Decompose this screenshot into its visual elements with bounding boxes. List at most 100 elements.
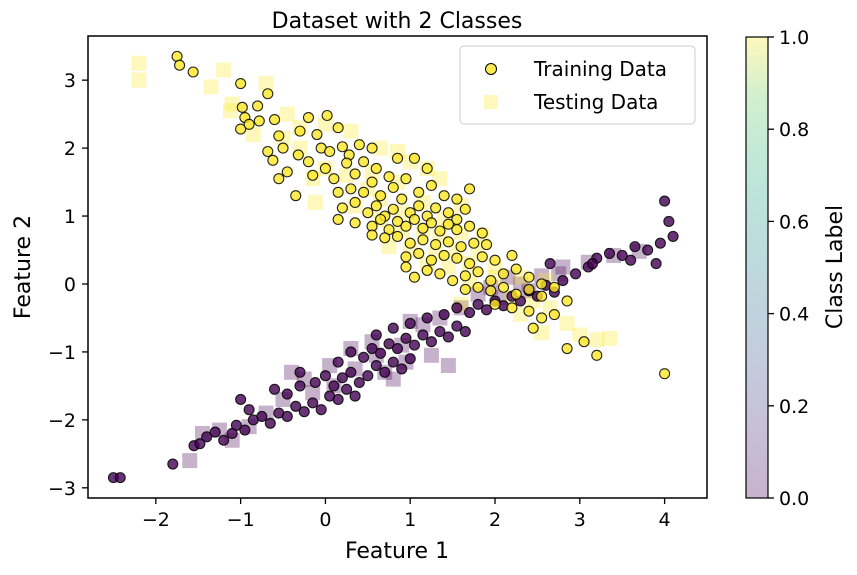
training-point [557,275,569,287]
training-point [391,152,404,164]
training-point [391,230,404,242]
training-point [387,356,399,368]
training-point [434,325,446,338]
training-point [544,258,556,270]
training-point [281,388,293,400]
training-point [523,283,535,295]
testing-point [216,62,232,78]
testing-point [440,259,456,275]
training-point [379,366,391,378]
training-point [341,383,353,395]
testing-point [258,76,274,92]
training-point [476,227,488,239]
training-point [455,241,467,253]
training-point [281,410,293,423]
x-tick-label: −2 [142,509,170,531]
training-point [370,359,382,372]
training-point [497,281,510,293]
x-tick-label: −1 [227,509,255,531]
colorbar-tick-label: 0.2 [779,396,809,418]
colorbar-tick-label: 0.8 [779,119,809,141]
training-point [366,176,378,188]
training-point [485,275,497,287]
training-point [510,263,522,275]
training-point [370,162,382,175]
training-point [349,217,361,229]
training-point [294,380,306,392]
series-training-data-2 [107,195,679,484]
training-point [506,302,518,314]
training-point [256,410,268,423]
training-point [349,390,361,402]
training-point [174,59,186,71]
training-point [506,249,518,261]
training-point [336,372,348,384]
training-point [353,139,365,151]
training-point [438,249,450,261]
training-point [459,283,471,295]
training-point [345,346,357,358]
colorbar-tick-label: 0.6 [779,211,809,233]
training-point [561,295,573,307]
training-point [659,195,671,207]
training-point [336,202,348,214]
training-point [374,347,387,359]
training-point [235,78,247,90]
training-point [267,154,279,166]
training-point [243,118,255,130]
training-point [201,431,213,443]
training-point [451,193,463,205]
colorbar-tick-label: 0.4 [779,304,809,326]
training-point [298,406,310,418]
testing-point [224,96,240,112]
training-point [451,302,463,314]
training-point [262,88,274,100]
training-point [447,275,459,287]
x-axis-ticks: −2 −1 0 1 2 3 4 [142,498,671,531]
training-point [309,376,321,389]
training-point [253,115,265,127]
training-point [438,190,450,202]
training-point [353,376,365,389]
training-point [281,166,293,178]
legend-marker-testing [484,95,498,109]
y-tick-label: −2 [48,410,76,432]
x-tick-label: 4 [659,509,671,531]
training-point [235,393,247,406]
training-point [218,434,230,446]
training-point [404,353,416,365]
y-axis-label: Feature 2 [11,215,36,319]
training-point [459,325,471,338]
testing-point [555,259,571,275]
training-point [430,202,442,214]
training-point [307,169,319,181]
training-point [379,232,391,244]
training-point [442,218,454,230]
training-point [425,179,437,192]
training-point [321,109,333,122]
colorbar-tick-label: 1.0 [779,27,809,49]
training-point [442,207,454,219]
testing-point [131,72,147,88]
training-point [332,393,344,406]
series-training-data-0 [171,50,671,380]
training-point [536,278,548,290]
training-point [396,193,408,205]
testing-point [601,330,617,346]
training-point [383,338,395,350]
training-point [578,336,590,348]
training-point [362,370,374,382]
y-tick-label: 2 [64,138,76,160]
legend-box [459,45,696,125]
training-point [459,270,471,282]
training-point [383,171,395,183]
testing-point [182,453,198,469]
training-point [586,258,599,270]
testing-point [534,268,550,284]
training-point [230,419,242,431]
training-point [336,141,348,153]
training-point [307,397,319,409]
training-point [654,237,666,249]
training-point [408,339,421,351]
training-point [294,366,306,378]
